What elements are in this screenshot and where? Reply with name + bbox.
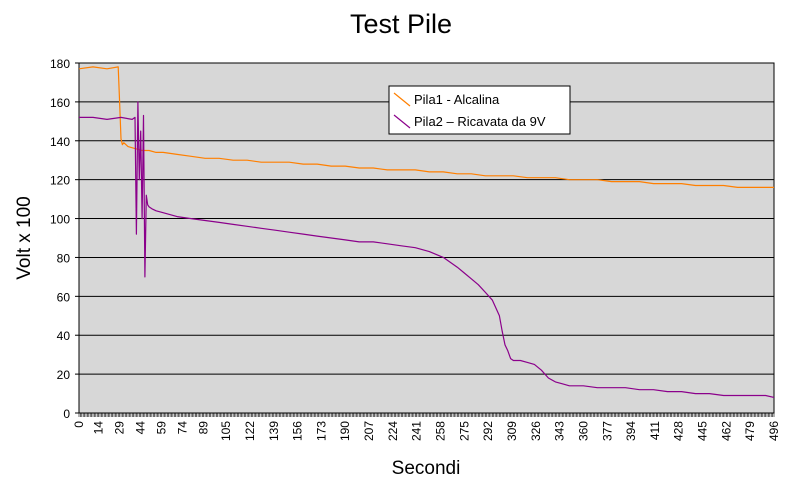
x-tick-label: 44 <box>134 421 148 435</box>
y-axis-label: Volt x 100 <box>14 196 35 279</box>
y-axis-ticks: 0 20 40 60 80 100 120 140 160 180 <box>50 57 79 421</box>
x-tick-label: 411 <box>648 421 662 440</box>
legend-swatch-pila2 <box>393 114 411 129</box>
x-tick-label: 74 <box>176 421 190 435</box>
y-tick-label: 80 <box>57 251 71 265</box>
x-tick-label: 445 <box>696 421 710 441</box>
y-tick-label: 60 <box>57 290 71 304</box>
x-tick-label: 377 <box>600 421 614 441</box>
x-tick-label: 496 <box>767 421 781 441</box>
series-line-2 <box>79 101 775 398</box>
x-tick-label: 224 <box>386 421 400 441</box>
x-tick-label: 0 <box>72 421 86 428</box>
x-tick-label: 156 <box>291 421 305 441</box>
x-tick-label: 343 <box>553 421 567 441</box>
x-tick-label: 326 <box>529 421 543 441</box>
x-tick-label: 190 <box>338 421 352 441</box>
y-tick-label: 120 <box>50 174 70 188</box>
legend-swatch-pila1 <box>393 92 411 107</box>
x-tick-label: 360 <box>576 421 590 441</box>
x-tick-label: 309 <box>505 421 519 441</box>
y-tick-label: 40 <box>57 329 71 343</box>
legend-label-pila2: Pila2 – Ricavata da 9V <box>414 114 546 129</box>
x-tick-label: 275 <box>457 421 471 441</box>
x-tick-label: 258 <box>434 421 448 441</box>
x-tick-label: 394 <box>624 421 638 441</box>
x-tick-label: 29 <box>113 421 127 435</box>
x-tick-label: 241 <box>410 421 424 441</box>
y-tick-label: 140 <box>50 135 70 149</box>
y-tick-label: 100 <box>50 213 70 227</box>
x-axis-ticks: 0 14 29 44 59 74 89 105 122 139 156 173 190 207 224 241… <box>72 413 781 441</box>
x-tick-label: 428 <box>672 421 686 441</box>
y-tick-label: 20 <box>57 368 71 382</box>
x-tick-label: 105 <box>219 421 233 441</box>
y-tick-label: 0 <box>63 407 70 421</box>
x-tick-label: 207 <box>362 421 376 441</box>
x-tick-label: 59 <box>155 421 169 435</box>
x-tick-label: 139 <box>267 421 281 441</box>
chart-title: Test Pile <box>350 9 452 39</box>
x-tick-label: 479 <box>743 421 757 441</box>
legend: Pila1 - Alcalina Pila2 – Ricavata da 9V <box>388 85 571 135</box>
legend-box <box>388 85 571 135</box>
legend-label-pila1: Pila1 - Alcalina <box>414 92 500 107</box>
series-lines <box>78 66 775 398</box>
y-tick-label: 180 <box>50 57 70 71</box>
x-tick-label: 173 <box>314 421 328 441</box>
y-tick-label: 160 <box>50 96 70 110</box>
x-axis-label: Secondi <box>392 458 461 479</box>
x-tick-label: 89 <box>197 421 211 435</box>
x-tick-label: 292 <box>481 421 495 441</box>
x-tick-label: 14 <box>92 421 106 435</box>
x-tick-label: 462 <box>719 421 733 441</box>
x-tick-label: 122 <box>243 421 257 441</box>
